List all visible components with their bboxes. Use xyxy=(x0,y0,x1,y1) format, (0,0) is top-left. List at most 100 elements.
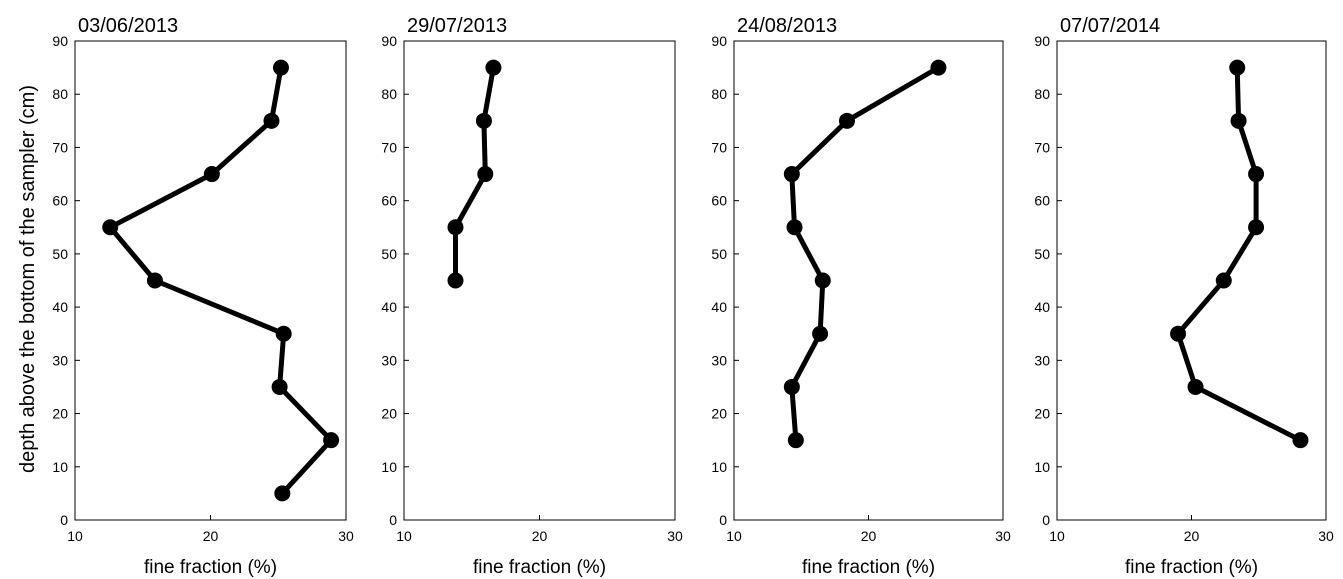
y-tick-label: 50 xyxy=(711,246,727,262)
y-tick-label: 50 xyxy=(52,246,68,262)
y-tick-label: 70 xyxy=(381,139,397,155)
data-point xyxy=(1248,219,1265,236)
y-tick-label: 10 xyxy=(711,459,727,475)
data-point xyxy=(272,59,289,76)
y-tick-label: 0 xyxy=(389,512,397,528)
data-point xyxy=(1229,59,1246,76)
x-axis-label: fine fraction (%) xyxy=(802,557,935,578)
y-tick-label: 60 xyxy=(381,193,397,209)
y-tick-label: 0 xyxy=(719,512,727,528)
y-tick-label: 30 xyxy=(381,352,397,368)
data-point xyxy=(783,378,800,395)
x-tick-label: 30 xyxy=(667,528,683,544)
x-tick-label: 30 xyxy=(1318,528,1334,544)
data-point xyxy=(1248,166,1265,183)
y-tick-label: 70 xyxy=(1034,139,1050,155)
y-tick-label: 30 xyxy=(711,352,727,368)
x-axis-label: fine fraction (%) xyxy=(144,557,277,578)
y-tick-label: 50 xyxy=(381,246,397,262)
data-point xyxy=(814,272,831,289)
y-tick-label: 90 xyxy=(711,33,727,49)
y-tick-label: 10 xyxy=(52,459,68,475)
data-point xyxy=(263,112,280,129)
data-point xyxy=(203,166,220,183)
y-tick-label: 60 xyxy=(711,193,727,209)
data-point xyxy=(787,432,804,449)
y-tick-label: 60 xyxy=(52,193,68,209)
x-tick-label: 10 xyxy=(726,528,742,544)
y-tick-label: 20 xyxy=(1034,406,1050,422)
data-point xyxy=(783,166,800,183)
data-point xyxy=(146,272,163,289)
y-tick-label: 80 xyxy=(1034,86,1050,102)
y-tick-label: 0 xyxy=(60,512,68,528)
data-point xyxy=(1170,325,1187,342)
y-tick-label: 30 xyxy=(52,352,68,368)
y-tick-label: 30 xyxy=(1034,352,1050,368)
data-point xyxy=(1230,112,1247,129)
y-tick-label: 40 xyxy=(1034,299,1050,315)
data-point xyxy=(447,272,464,289)
chart-title: 29/07/2013 xyxy=(407,15,507,37)
data-point xyxy=(485,59,502,76)
x-axis-label: fine fraction (%) xyxy=(473,557,606,578)
y-tick-label: 60 xyxy=(1034,193,1050,209)
y-tick-label: 10 xyxy=(1034,459,1050,475)
series-line xyxy=(789,65,941,443)
series-line xyxy=(107,65,334,496)
data-point xyxy=(1187,378,1204,395)
data-point xyxy=(275,325,292,342)
x-tick-label: 10 xyxy=(396,528,412,544)
y-tick-label: 40 xyxy=(711,299,727,315)
plot-frame xyxy=(1056,40,1327,521)
x-tick-label: 10 xyxy=(67,528,83,544)
y-tick-label: 10 xyxy=(381,459,397,475)
y-tick-label: 40 xyxy=(52,299,68,315)
chart-title: 24/08/2013 xyxy=(737,15,837,37)
x-tick-label: 10 xyxy=(1049,528,1065,544)
y-tick-label: 80 xyxy=(711,86,727,102)
plot-frame xyxy=(403,40,676,521)
data-point xyxy=(271,378,288,395)
data-point xyxy=(1292,432,1309,449)
x-tick-label: 20 xyxy=(861,528,877,544)
x-axis-label: fine fraction (%) xyxy=(1125,557,1258,578)
figure-y-axis-label: depth above the bottom of the sampler (c… xyxy=(17,85,39,473)
x-tick-label: 20 xyxy=(1184,528,1200,544)
data-point xyxy=(323,432,340,449)
y-tick-label: 40 xyxy=(381,299,397,315)
data-point xyxy=(786,219,803,236)
data-point xyxy=(812,325,829,342)
data-point xyxy=(102,219,119,236)
x-tick-label: 20 xyxy=(532,528,548,544)
y-tick-label: 90 xyxy=(52,33,68,49)
y-tick-label: 90 xyxy=(381,33,397,49)
y-tick-label: 80 xyxy=(52,86,68,102)
y-tick-label: 70 xyxy=(52,139,68,155)
chart-title: 07/07/2014 xyxy=(1060,15,1160,37)
plot-frame xyxy=(733,40,1004,521)
y-tick-label: 20 xyxy=(52,406,68,422)
y-tick-label: 90 xyxy=(1034,33,1050,49)
series-line xyxy=(1175,65,1303,443)
data-point xyxy=(475,112,492,129)
y-tick-label: 20 xyxy=(711,406,727,422)
data-point xyxy=(838,112,855,129)
x-tick-label: 30 xyxy=(995,528,1011,544)
plot-frame xyxy=(74,40,347,521)
x-tick-label: 30 xyxy=(338,528,354,544)
data-point xyxy=(930,59,947,76)
x-tick-label: 20 xyxy=(203,528,219,544)
data-point xyxy=(274,485,291,502)
y-tick-label: 0 xyxy=(1042,512,1050,528)
y-tick-label: 50 xyxy=(1034,246,1050,262)
y-tick-label: 20 xyxy=(381,406,397,422)
data-point xyxy=(1215,272,1232,289)
y-tick-label: 80 xyxy=(381,86,397,102)
chart-title: 03/06/2013 xyxy=(78,15,178,37)
